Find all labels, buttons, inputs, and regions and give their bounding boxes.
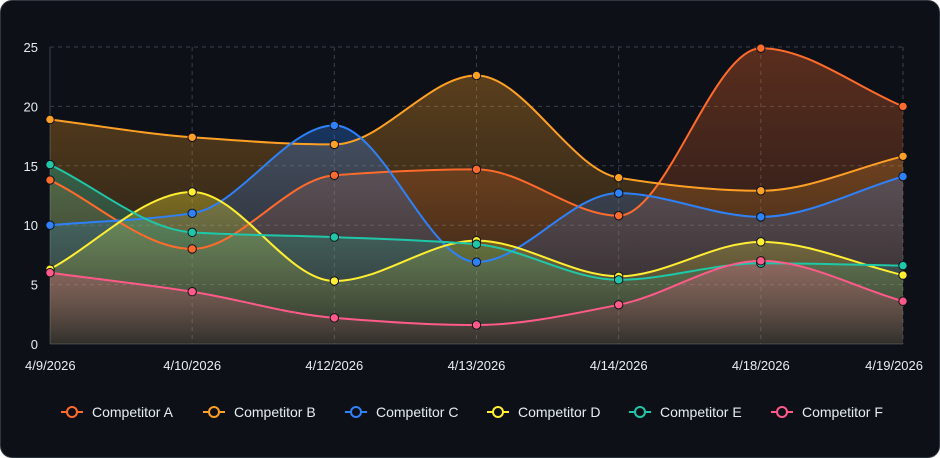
x-tick-label-0: 4/9/2026 [25, 358, 76, 373]
legend-item-competitor-f[interactable]: Competitor F [771, 404, 883, 420]
competitor-b-point-4[interactable] [613, 172, 624, 183]
competitor-e-point-6[interactable] [898, 260, 908, 271]
competitor-c-point-6[interactable] [898, 171, 908, 182]
competitor-d-point-6[interactable] [898, 270, 908, 280]
competitor-f-point-3[interactable] [471, 320, 482, 330]
legend-marker [492, 406, 504, 418]
legend-item-competitor-a[interactable]: Competitor A [61, 404, 174, 420]
competitor-e-point-4[interactable] [613, 275, 624, 285]
legend-item-competitor-b[interactable]: Competitor B [203, 404, 316, 420]
competitor-c-point-0[interactable] [45, 220, 55, 230]
x-tick-label-4: 4/14/2026 [590, 358, 648, 373]
competitor-b-point-1[interactable] [187, 132, 197, 142]
competitor-c-point-5[interactable] [756, 212, 766, 222]
competitor-e-point-2[interactable] [329, 232, 340, 242]
legend: Competitor A Competitor B Competitor C Comp… [61, 404, 883, 420]
legend-marker [66, 406, 78, 418]
competitor-a-point-3[interactable] [471, 164, 482, 175]
competitor-a-point-1[interactable] [187, 244, 197, 254]
y-tick-label-0: 0 [31, 337, 38, 352]
x-tick-label-6: 4/19/2026 [865, 358, 923, 373]
competitor-a-point-4[interactable] [613, 210, 624, 221]
legend-label: Competitor B [234, 404, 316, 420]
legend-label: Competitor E [660, 404, 742, 420]
competitor-c-point-2[interactable] [329, 120, 340, 131]
competitor-e-point-0[interactable] [45, 159, 55, 170]
y-tick-label-5: 25 [24, 40, 38, 55]
legend-item-competitor-d[interactable]: Competitor D [487, 404, 600, 420]
area-fills [50, 48, 903, 344]
competitor-e-point-1[interactable] [187, 227, 197, 238]
legend-label: Competitor D [518, 404, 600, 420]
competitor-c-point-3[interactable] [471, 257, 482, 267]
legend-item-competitor-c[interactable]: Competitor C [345, 404, 458, 420]
x-tick-label-3: 4/13/2026 [448, 358, 506, 373]
data-points [45, 43, 908, 330]
competitor-f-point-0[interactable] [45, 268, 55, 278]
competitor-f-point-1[interactable] [187, 287, 197, 297]
competitor-d-point-1[interactable] [187, 187, 197, 197]
competitor-a-point-6[interactable] [898, 101, 908, 112]
competitor-b-point-2[interactable] [329, 139, 340, 150]
competitor-d-point-5[interactable] [756, 237, 766, 247]
competitor-c-point-1[interactable] [187, 208, 197, 219]
competitor-f-area [50, 260, 903, 344]
legend-label: Competitor C [376, 404, 458, 420]
legend-item-competitor-e[interactable]: Competitor E [629, 404, 742, 420]
competitor-f-point-5[interactable] [756, 256, 766, 266]
competitor-a-point-2[interactable] [329, 170, 340, 181]
legend-label: Competitor A [92, 404, 174, 420]
competitor-b-point-0[interactable] [45, 114, 55, 125]
competitor-a-point-0[interactable] [45, 175, 55, 185]
competitor-e-point-3[interactable] [471, 239, 482, 249]
y-tick-label-4: 20 [24, 99, 38, 114]
x-tick-label-5: 4/18/2026 [732, 358, 790, 373]
competitor-c-point-4[interactable] [613, 188, 624, 198]
y-tick-label-2: 10 [24, 218, 38, 233]
x-tick-label-1: 4/10/2026 [163, 358, 221, 373]
y-tick-label-1: 5 [31, 278, 38, 293]
competitor-b-point-3[interactable] [471, 70, 482, 81]
y-tick-label-3: 15 [24, 159, 38, 174]
legend-marker [208, 406, 220, 418]
legend-marker [634, 406, 646, 418]
x-tick-label-2: 4/12/2026 [305, 358, 363, 373]
competitor-b-point-5[interactable] [756, 186, 766, 196]
competitor-f-point-6[interactable] [898, 296, 908, 306]
legend-marker [776, 406, 788, 418]
legend-marker [350, 406, 362, 418]
competitor-f-point-2[interactable] [329, 313, 340, 323]
legend-label: Competitor F [802, 404, 883, 420]
competitor-a-point-5[interactable] [756, 43, 766, 53]
axis-labels: 0 5 10 15 20 25 4/9/2026 4/10/2026 4/12/2026 4/13… [24, 40, 923, 373]
competitor-f-point-4[interactable] [613, 300, 624, 310]
competitor-b-point-6[interactable] [898, 151, 908, 161]
competitor-d-point-2[interactable] [329, 276, 340, 286]
